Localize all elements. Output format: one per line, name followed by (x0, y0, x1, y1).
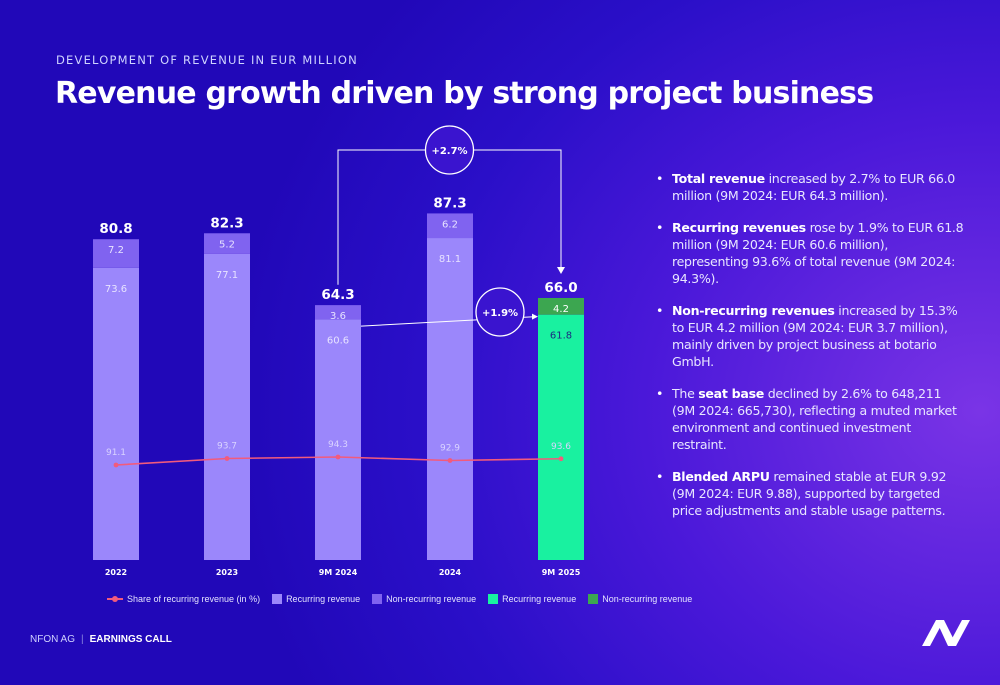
recurring-label: 61.8 (550, 331, 572, 342)
non-recurring-label: 7.2 (108, 245, 124, 256)
legend-item-recurring: Recurring revenue (272, 594, 360, 604)
growth-badge-total: +2.7% (431, 146, 467, 157)
eyebrow-label: DEVELOPMENT OF REVENUE IN EUR MILLION (56, 53, 358, 67)
bar-non-recurring (204, 233, 250, 254)
share-point (224, 456, 230, 461)
total-label: 82.3 (210, 215, 243, 231)
legend-label-non-recurring: Non-recurring revenue (386, 594, 477, 604)
recurring-label: 60.6 (327, 335, 349, 346)
share-label: 92.9 (440, 444, 460, 454)
share-point (558, 456, 564, 462)
footer-divider: | (81, 634, 84, 645)
bullet-total-revenue-text: increased by 2.7% to EUR 66.0 million (9… (672, 171, 956, 203)
bar-recurring (427, 238, 473, 560)
x-tick-label: 9M 2024 (319, 568, 358, 577)
x-tick-label: 2022 (105, 568, 127, 577)
share-label: 93.7 (217, 442, 237, 452)
bar-recurring (538, 314, 584, 560)
recurring-badge-circle (475, 287, 525, 337)
bullet-arpu-text: remained stable at EUR 9.92 (9M 2024: EU… (672, 469, 947, 518)
legend-item-recurring-highlight: Recurring revenue (488, 594, 576, 604)
legend-item-share: Share of recurring revenue (in %) (107, 594, 260, 604)
share-point (335, 454, 341, 460)
share-point (113, 462, 119, 468)
bar-non-recurring (315, 305, 361, 320)
bullet-arpu-bold: Blended ARPU (672, 469, 770, 484)
bullet-seat-base-bold: seat base (698, 386, 765, 401)
page-title: Revenue growth driven by strong project … (55, 76, 874, 111)
recurring-label: 77.1 (216, 270, 238, 281)
total-label: 66.0 (544, 280, 577, 296)
total-label: 64.3 (321, 287, 354, 303)
legend-swatch-recurring-highlight (488, 594, 499, 604)
non-recurring-label: 3.6 (330, 311, 346, 322)
x-tick-label: 2024 (439, 568, 462, 577)
chart-legend: Share of recurring revenue (in %) Recurr… (107, 594, 698, 604)
share-label: 93.6 (551, 442, 571, 452)
bar-recurring (204, 253, 250, 560)
bar-recurring (93, 267, 139, 560)
legend-item-non-recurring: Non-recurring revenue (372, 594, 476, 604)
footer: NFON AG | EARNINGS CALL (30, 634, 172, 645)
bullet-recurring-text: rose by 1.9% to EUR 61.8 million (9M 202… (672, 220, 964, 286)
bar-non-recurring (538, 297, 584, 315)
bar-recurring (315, 319, 361, 560)
legend-line-key (107, 594, 123, 604)
footer-company: NFON AG (30, 634, 76, 645)
growth-badge-recurring: +1.9% (482, 308, 518, 319)
bar-non-recurring (427, 213, 473, 239)
bullet-seat-base-pre: The (672, 386, 699, 401)
legend-label-non-recurring-highlight: Non-recurring revenue (602, 594, 693, 604)
bullet-seat-base: The seat base declined by 2.6% to 648,21… (655, 385, 965, 453)
share-point (447, 458, 453, 463)
bar-non-recurring (93, 239, 139, 268)
recurring-label: 81.1 (439, 254, 461, 265)
share-label: 94.3 (328, 440, 348, 450)
non-recurring-label: 6.2 (442, 219, 458, 230)
bullet-seat-base-text: declined by 2.6% to 648,211 (9M 2024: 66… (672, 386, 957, 452)
bullet-non-recurring-bold: Non-recurring revenues (672, 303, 835, 318)
total-label: 80.8 (99, 221, 132, 237)
bullet-non-recurring-text: increased by 15.3% to EUR 4.2 million (9… (672, 303, 958, 369)
bullet-total-revenue: Total revenue increased by 2.7% to EUR 6… (655, 170, 965, 204)
legend-swatch-non-recurring (372, 594, 383, 604)
non-recurring-label: 5.2 (219, 239, 235, 250)
legend-swatch-recurring (272, 594, 283, 604)
footer-event: EARNINGS CALL (89, 634, 172, 645)
legend-label-recurring: Recurring revenue (286, 594, 361, 604)
recurring-label: 73.6 (105, 284, 127, 295)
bullet-non-recurring-revenues: Non-recurring revenues increased by 15.3… (655, 302, 965, 370)
nfon-logo-icon (922, 620, 970, 646)
legend-item-non-recurring-highlight: Non-recurring revenue (588, 594, 692, 604)
legend-label-recurring-highlight: Recurring revenue (502, 594, 577, 604)
growth-arrowhead (557, 266, 565, 274)
recurring-arrowhead (532, 313, 538, 320)
legend-label-share: Share of recurring revenue (in %) (127, 594, 261, 604)
key-points-list: Total revenue increased by 2.7% to EUR 6… (655, 170, 965, 534)
non-recurring-label: 4.2 (553, 304, 569, 315)
legend-swatch-non-recurring-highlight (588, 594, 599, 604)
growth-badge-circle (424, 125, 475, 175)
bullet-recurring-bold: Recurring revenues (672, 220, 806, 235)
x-tick-label: 2023 (216, 568, 238, 577)
x-tick-label: 9M 2025 (542, 568, 581, 577)
bullet-total-revenue-bold: Total revenue (672, 171, 765, 186)
bullet-recurring-revenues: Recurring revenues rose by 1.9% to EUR 6… (655, 219, 965, 287)
total-label: 87.3 (433, 195, 466, 211)
share-label: 91.1 (106, 448, 126, 458)
bullet-blended-arpu: Blended ARPU remained stable at EUR 9.92… (655, 468, 965, 519)
